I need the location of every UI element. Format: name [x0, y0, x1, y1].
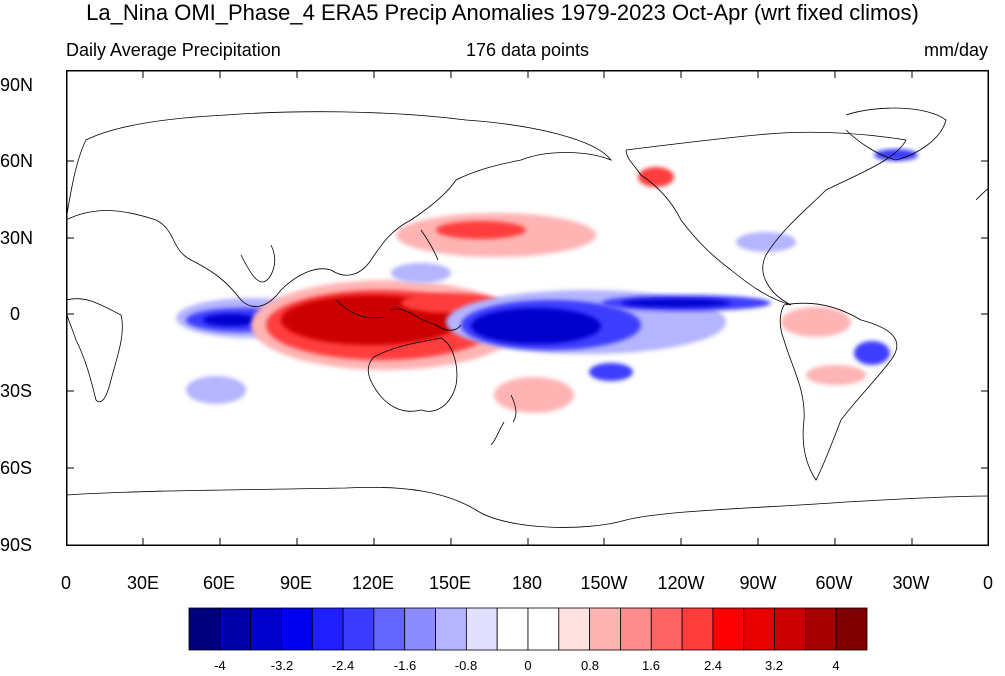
- lat-label: 90S: [0, 535, 33, 555]
- colorbar: [188, 607, 868, 651]
- lon-label: 120W: [657, 573, 705, 593]
- wet-anomaly-south-america: [806, 365, 866, 385]
- lat-label: 0: [10, 304, 21, 324]
- dry-anomaly-north-america: [736, 232, 796, 252]
- colorbar-label: 0.8: [580, 658, 600, 673]
- dry-anomaly-indian-ocean-core: [203, 314, 259, 326]
- colorbar-cell: [219, 607, 252, 651]
- colorbar-cell: [404, 607, 436, 651]
- map-border: [66, 70, 989, 546]
- dry-anomaly-pacific-band-core: [621, 299, 731, 307]
- colorbar-cell: [527, 607, 560, 651]
- colorbar-cell: [804, 607, 837, 651]
- lon-label: 30E: [126, 573, 160, 593]
- coastlines: [66, 107, 989, 528]
- colorbar-cell: [650, 607, 683, 651]
- lon-label: 120E: [351, 573, 395, 593]
- colorbar-label: -0.8: [454, 658, 478, 673]
- colorbar-label: -1.6: [393, 658, 417, 673]
- wet-anomaly-amazon: [781, 307, 851, 337]
- colorbar-label: -2.4: [331, 658, 355, 673]
- lon-label: 150E: [428, 573, 472, 593]
- colorbar-label: -4: [214, 658, 226, 673]
- colorbar-cell: [496, 607, 529, 651]
- chart-title: La_Nina OMI_Phase_4 ERA5 Precip Anomalie…: [86, 0, 919, 25]
- colorbar-cell: [465, 607, 498, 651]
- lon-label: 180: [511, 573, 543, 593]
- dry-anomaly-pacific-core: [471, 308, 601, 344]
- colorbar-cell: [435, 607, 467, 651]
- dry-anomaly-china: [391, 263, 451, 283]
- colorbar-cell: [373, 607, 406, 651]
- lon-label: 30W: [892, 573, 930, 593]
- dry-anomaly-southern-indian: [186, 376, 246, 404]
- dry-anomaly-north-atlantic: [874, 149, 918, 161]
- wet-anomaly-south-pacific: [494, 377, 574, 413]
- lon-label: 0: [60, 573, 72, 593]
- dry-anomaly-south-pacific: [589, 363, 633, 381]
- coastline-north-america: [625, 131, 907, 306]
- colorbar-label: -3.2: [270, 658, 294, 673]
- coastline-new-zealand: [490, 394, 517, 446]
- coastline-japan: [420, 229, 439, 261]
- colorbar-cell: [743, 607, 775, 651]
- lat-label: 60S: [0, 458, 33, 478]
- lat-label: 30N: [0, 228, 34, 248]
- colorbar-label: 0: [524, 658, 532, 673]
- subtitle-count: 176 data points: [465, 40, 590, 60]
- coastline-antarctica: [66, 486, 989, 528]
- lat-label: 30S: [0, 381, 33, 401]
- coastline-eurasia: [66, 111, 613, 307]
- coastline-australia: [367, 337, 458, 412]
- wet-anomaly-alaska: [638, 167, 674, 187]
- colorbar-cell: [250, 607, 282, 651]
- coastline-south-america: [779, 302, 898, 481]
- lon-label: 60W: [815, 573, 853, 593]
- colorbar-cell: [558, 607, 591, 651]
- lon-label: 60E: [202, 573, 236, 593]
- colorbar-cell: [774, 607, 806, 651]
- lon-label: 90E: [279, 573, 313, 593]
- colorbar-cell: [620, 607, 652, 651]
- colorbar-cell: [712, 607, 745, 651]
- precip-anomaly-map: [66, 70, 989, 546]
- coastline-india: [240, 244, 276, 283]
- colorbar-cell: [281, 607, 313, 651]
- colorbar-cell: [589, 607, 621, 651]
- colorbar-label: 3.2: [764, 658, 784, 673]
- subtitle-variable: Daily Average Precipitation: [66, 40, 281, 60]
- anomaly-contours: [176, 149, 918, 413]
- wet-anomaly-north-pacific-core: [436, 221, 526, 239]
- colorbar-cell: [342, 607, 375, 651]
- coastline-africa: [66, 298, 123, 403]
- lon-label: 0: [982, 573, 994, 593]
- colorbar-label: 2.4: [703, 658, 723, 673]
- colorbar-cell: [681, 607, 714, 651]
- colorbar-label: 4: [832, 658, 840, 673]
- lon-label: 150W: [580, 573, 628, 593]
- dry-anomaly-brazil: [854, 341, 890, 365]
- colorbar-cell: [311, 607, 344, 651]
- coastline-indonesia: [335, 299, 462, 331]
- colorbar-label: 1.6: [641, 658, 661, 673]
- lat-label: 60N: [0, 151, 34, 171]
- colorbar-cells: [188, 607, 868, 651]
- coastline-greenland: [845, 107, 947, 161]
- colorbar-cell: [188, 607, 221, 651]
- lat-label: 90N: [0, 75, 34, 95]
- lon-label: 90W: [739, 573, 777, 593]
- subtitle-units: mm/day: [923, 40, 988, 60]
- colorbar-cell: [835, 607, 868, 651]
